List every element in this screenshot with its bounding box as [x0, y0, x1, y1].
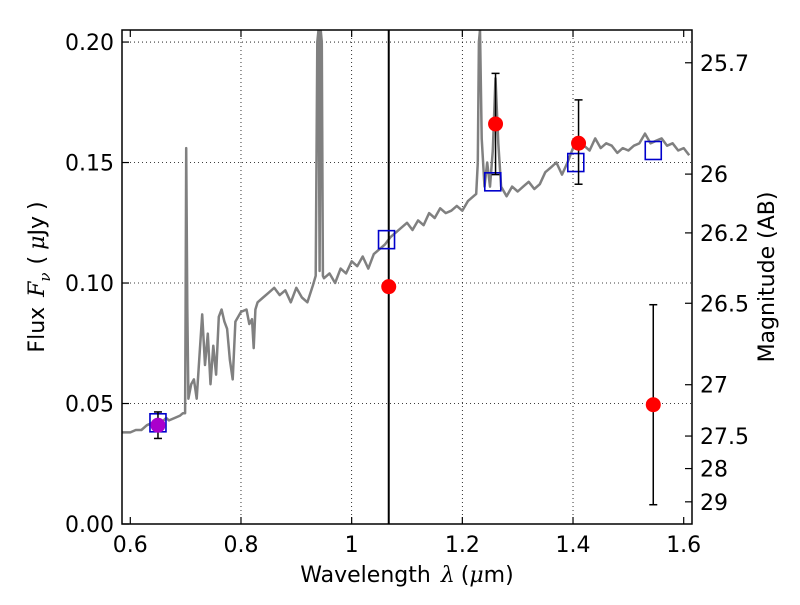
mag-tick-label: 26 [700, 163, 728, 188]
mag-tick-label: 28 [700, 458, 728, 483]
observed-data-point [381, 279, 397, 295]
y-tick-label: 0.15 [65, 152, 114, 177]
y-tick-label: 0.00 [65, 513, 114, 538]
x-tick-label: 0.8 [223, 533, 258, 558]
y-axis-label: FluxFν(μJy) [25, 201, 54, 352]
mag-tick-label: 26.2 [700, 222, 749, 247]
mag-tick-label: 29 [700, 491, 728, 516]
y-tick-label: 0.10 [65, 272, 114, 297]
mag-tick-label: 27 [700, 374, 728, 399]
plot-area [122, 30, 691, 524]
x-axis-label: Wavelength λ (μm) [300, 563, 513, 588]
x-tick-label: 1.4 [556, 533, 591, 558]
x-tick-label: 1.2 [445, 533, 480, 558]
y-tick-label: 0.20 [65, 31, 114, 56]
plot-frame [121, 29, 693, 525]
mag-tick-label: 26.5 [700, 292, 749, 317]
model-photometry-square [644, 140, 663, 161]
observed-data-point [645, 397, 661, 413]
y2-axis-label: Magnitude (AB) [755, 192, 780, 363]
optical-data-point [150, 417, 166, 433]
mag-tick-label: 27.5 [700, 425, 749, 450]
x-tick-label: 1.6 [666, 533, 701, 558]
axis-ticks: 0.6 0.8 1 1.2 1.4 1.6 0.00 0.05 0.10 0.15 0.20 25.7… [65, 30, 749, 558]
mag-tick-label: 25.7 [700, 52, 749, 77]
model-photometry-square [566, 152, 585, 173]
observed-data-point [488, 116, 504, 132]
model-photometry-square [483, 172, 502, 192]
model-spectrum-line [122, 30, 691, 434]
x-tick-label: 0.6 [113, 533, 148, 558]
observed-data-point [571, 135, 587, 151]
model-photometry-square [377, 229, 396, 250]
grid-lines [122, 30, 692, 524]
y-tick-label: 0.05 [65, 393, 114, 418]
x-tick-label: 1 [345, 533, 359, 558]
